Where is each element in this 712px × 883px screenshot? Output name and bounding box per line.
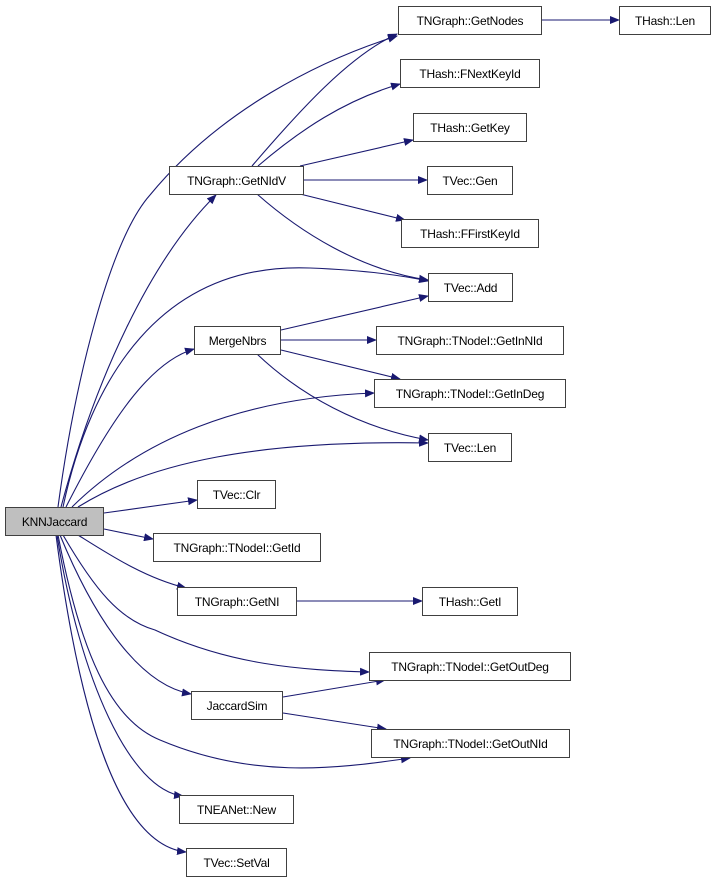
edge-knnjaccard-mergenbrs [65, 347, 195, 508]
node-tnodei-getindeg[interactable]: TNGraph::TNodeI::GetInDeg [374, 379, 566, 408]
node-tnodei-getid[interactable]: TNGraph::TNodeI::GetId [153, 533, 321, 562]
edge-mergenbrs-getindeg [280, 349, 401, 381]
edge-knnjaccard-getindeg [71, 389, 375, 508]
node-tvec-setval[interactable]: TVec::SetVal [186, 848, 287, 877]
node-thash-len[interactable]: THash::Len [619, 6, 711, 35]
node-tnodei-getinnid[interactable]: TNGraph::TNodeI::GetInNId [376, 326, 564, 355]
node-knnjaccard-root[interactable]: KNNJaccard [5, 507, 104, 536]
edge-knnjaccard-veclen [77, 438, 429, 508]
node-tngraph-getnodes[interactable]: TNGraph::GetNodes [398, 6, 542, 35]
edge-knnjaccard-add [62, 267, 429, 508]
edge-knnjaccard-getni [77, 534, 187, 590]
edge-knnjaccard-clr [103, 497, 198, 514]
edge-getnidv-ffirstkeyid [299, 193, 406, 222]
edge-knnjaccard-getnidv [60, 194, 217, 508]
node-tvec-len[interactable]: TVec::Len [428, 433, 512, 462]
edge-knnjaccard-new [56, 534, 184, 799]
node-tngraph-getni[interactable]: TNGraph::GetNI [177, 587, 297, 616]
node-tvec-gen[interactable]: TVec::Gen [427, 166, 513, 195]
node-thash-fnextkeyid[interactable]: THash::FNextKeyId [400, 59, 540, 88]
edge-knnjaccard-setval [55, 534, 187, 856]
edge-getnidv-fnextkeyid [257, 82, 401, 167]
node-tngraph-getnidv[interactable]: TNGraph::GetNIdV [169, 166, 304, 195]
edge-knnjaccard-getid [103, 528, 154, 542]
edge-jaccardsim-getoutdeg [282, 677, 386, 698]
node-tnodei-getoutdeg[interactable]: TNGraph::TNodeI::GetOutDeg [369, 652, 571, 681]
edge-knnjaccard-getoutnid [57, 534, 411, 769]
node-tvec-clr[interactable]: TVec::Clr [197, 480, 276, 509]
edge-mergenbrs-veclen [256, 353, 429, 443]
edge-getnidv-add [256, 193, 429, 283]
node-thash-ffirstkeyid[interactable]: THash::FFirstKeyId [401, 219, 539, 248]
node-tvec-add[interactable]: TVec::Add [428, 273, 513, 302]
node-thash-geti[interactable]: THash::GetI [422, 587, 518, 616]
edge-jaccardsim-getoutnid [282, 712, 387, 732]
node-tnodei-getoutnid[interactable]: TNGraph::TNodeI::GetOutNId [371, 729, 570, 758]
edge-knnjaccard-getnodes [57, 34, 398, 508]
node-tneanet-new[interactable]: TNEANet::New [179, 795, 294, 824]
node-thash-getkey[interactable]: THash::GetKey [413, 113, 527, 142]
edge-getnidv-getnodes [251, 33, 398, 167]
edge-getnidv-getkey [299, 138, 414, 167]
edge-knnjaccard-jaccardsim [59, 534, 192, 697]
edge-mergenbrs-add [280, 294, 429, 331]
edge-knnjaccard-getoutdeg [62, 534, 370, 676]
node-mergenbrs[interactable]: MergeNbrs [194, 326, 281, 355]
node-jaccardsim[interactable]: JaccardSim [191, 691, 283, 720]
